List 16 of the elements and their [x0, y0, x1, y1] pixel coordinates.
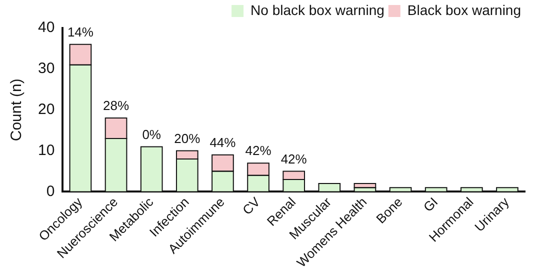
y-axis-title: Count (n)	[8, 78, 26, 142]
y-tick-label: 10	[38, 142, 55, 159]
annotation: 20%	[174, 130, 201, 146]
y-tick-label: 0	[46, 182, 55, 200]
annotation: 0%	[142, 126, 162, 142]
legend-label: Black box warning	[407, 2, 522, 18]
y-tick-label: 40	[38, 19, 55, 36]
legend-label: No black box warning	[250, 2, 384, 18]
annotation: 42%	[280, 151, 308, 166]
y-tick-label: 20	[38, 101, 55, 118]
annotation: 42%	[245, 143, 272, 158]
annotation: 14%	[67, 24, 94, 40]
annotation: 44%	[210, 134, 236, 150]
x-tick-label: CV	[240, 194, 264, 218]
annotation: 28%	[103, 98, 130, 114]
y-tick-label: 30	[38, 60, 55, 78]
